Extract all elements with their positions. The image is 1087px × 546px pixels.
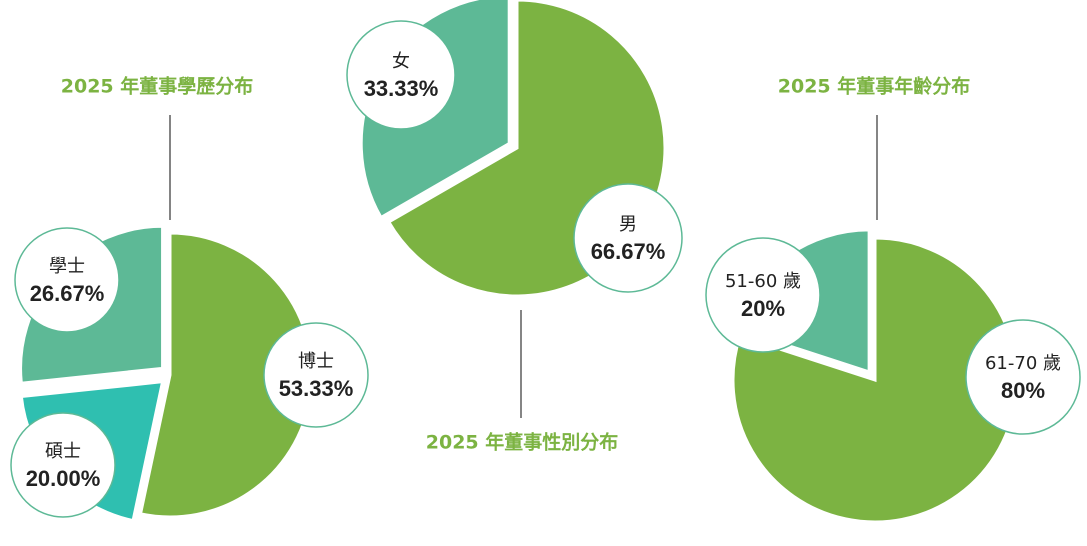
slice-label: 51-60 歲 20% [705,237,821,353]
pie-slice [731,236,1019,524]
slice-name: 61-70 歲 [985,353,1061,374]
label-bubble [14,227,120,333]
slice-label: 博士 53.33% [263,322,369,428]
label-bubble [965,319,1081,435]
slice-name: 51-60 歲 [725,271,801,292]
label-bubble [10,412,116,518]
connector-lines [169,115,878,418]
slice-value: 20.00% [26,466,101,491]
chart-title: 2025 年董事性別分布 [426,431,619,454]
label-bubble [573,183,683,293]
label-bubble [346,20,456,130]
slice-name: 學士 [49,256,85,277]
label-bubble [263,322,369,428]
slice-label: 男 66.67% [573,183,683,293]
chart-titles: 2025 年董事學歷分布 2025 年董事性別分布 2025 年董事年齡分布 [61,75,971,454]
slice-value: 53.33% [279,376,354,401]
slice-value: 33.33% [364,76,439,101]
slice-value: 80% [1001,378,1045,403]
slice-name: 女 [392,51,410,72]
slice-name: 博士 [298,351,334,372]
slice-label: 61-70 歲 80% [965,319,1081,435]
label-bubble [705,237,821,353]
slice-value: 66.67% [591,239,666,264]
chart-title: 2025 年董事學歷分布 [61,75,254,98]
slice-label: 碩士 20.00% [10,412,116,518]
slice-labels: 博士 53.33% 碩士 20.00% 學士 26.67% 男 66.67% 女 33.33% 61… [10,20,1081,518]
slice-label: 學士 26.67% [14,227,120,333]
slice-value: 20% [741,296,785,321]
slice-name: 碩士 [45,441,81,462]
chart-title: 2025 年董事年齡分布 [778,75,971,98]
slice-name: 男 [619,214,637,235]
slice-value: 26.67% [30,281,105,306]
slice-label: 女 33.33% [346,20,456,130]
